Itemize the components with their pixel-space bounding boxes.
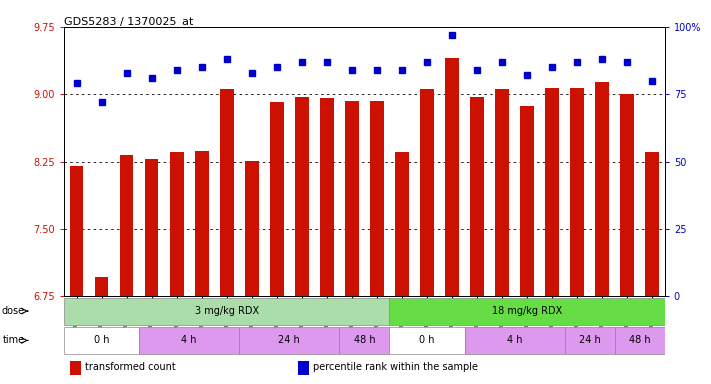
Bar xyxy=(195,151,208,296)
Bar xyxy=(139,327,239,354)
Bar xyxy=(390,298,665,324)
Bar xyxy=(565,327,615,354)
Bar xyxy=(145,159,159,296)
Bar xyxy=(339,327,390,354)
Bar xyxy=(570,88,584,296)
Text: 48 h: 48 h xyxy=(629,336,651,346)
Bar xyxy=(420,89,434,296)
Bar xyxy=(464,327,565,354)
Bar xyxy=(70,166,83,296)
Bar xyxy=(445,58,459,296)
Text: 4 h: 4 h xyxy=(181,336,197,346)
Text: 0 h: 0 h xyxy=(94,336,109,346)
Bar xyxy=(646,152,659,296)
Bar xyxy=(239,327,339,354)
Text: time: time xyxy=(3,336,25,346)
Bar xyxy=(64,298,390,324)
Bar xyxy=(299,361,309,375)
Bar xyxy=(295,97,309,296)
Bar xyxy=(621,94,634,296)
Text: transformed count: transformed count xyxy=(85,362,176,372)
Bar xyxy=(270,102,284,296)
Text: 18 mg/kg RDX: 18 mg/kg RDX xyxy=(492,306,562,316)
Bar xyxy=(615,327,665,354)
Bar xyxy=(170,152,183,296)
Text: 4 h: 4 h xyxy=(507,336,523,346)
Bar xyxy=(520,106,534,296)
Text: percentile rank within the sample: percentile rank within the sample xyxy=(314,362,479,372)
Bar xyxy=(495,89,509,296)
Text: 24 h: 24 h xyxy=(279,336,300,346)
Bar xyxy=(64,327,139,354)
Bar xyxy=(220,89,234,296)
Bar xyxy=(545,88,559,296)
Bar xyxy=(119,155,134,296)
Text: 24 h: 24 h xyxy=(579,336,601,346)
Bar xyxy=(95,276,108,296)
Bar xyxy=(245,161,259,296)
Bar xyxy=(320,98,333,296)
Bar xyxy=(345,101,359,296)
Text: dose: dose xyxy=(2,306,25,316)
Bar xyxy=(595,82,609,296)
Text: 3 mg/kg RDX: 3 mg/kg RDX xyxy=(195,306,259,316)
Text: GDS5283 / 1370025_at: GDS5283 / 1370025_at xyxy=(64,16,193,27)
Bar xyxy=(70,361,81,375)
Text: 48 h: 48 h xyxy=(353,336,375,346)
Bar xyxy=(395,152,409,296)
Bar xyxy=(390,327,464,354)
Text: 0 h: 0 h xyxy=(419,336,434,346)
Bar xyxy=(470,97,484,296)
Bar xyxy=(370,101,384,296)
